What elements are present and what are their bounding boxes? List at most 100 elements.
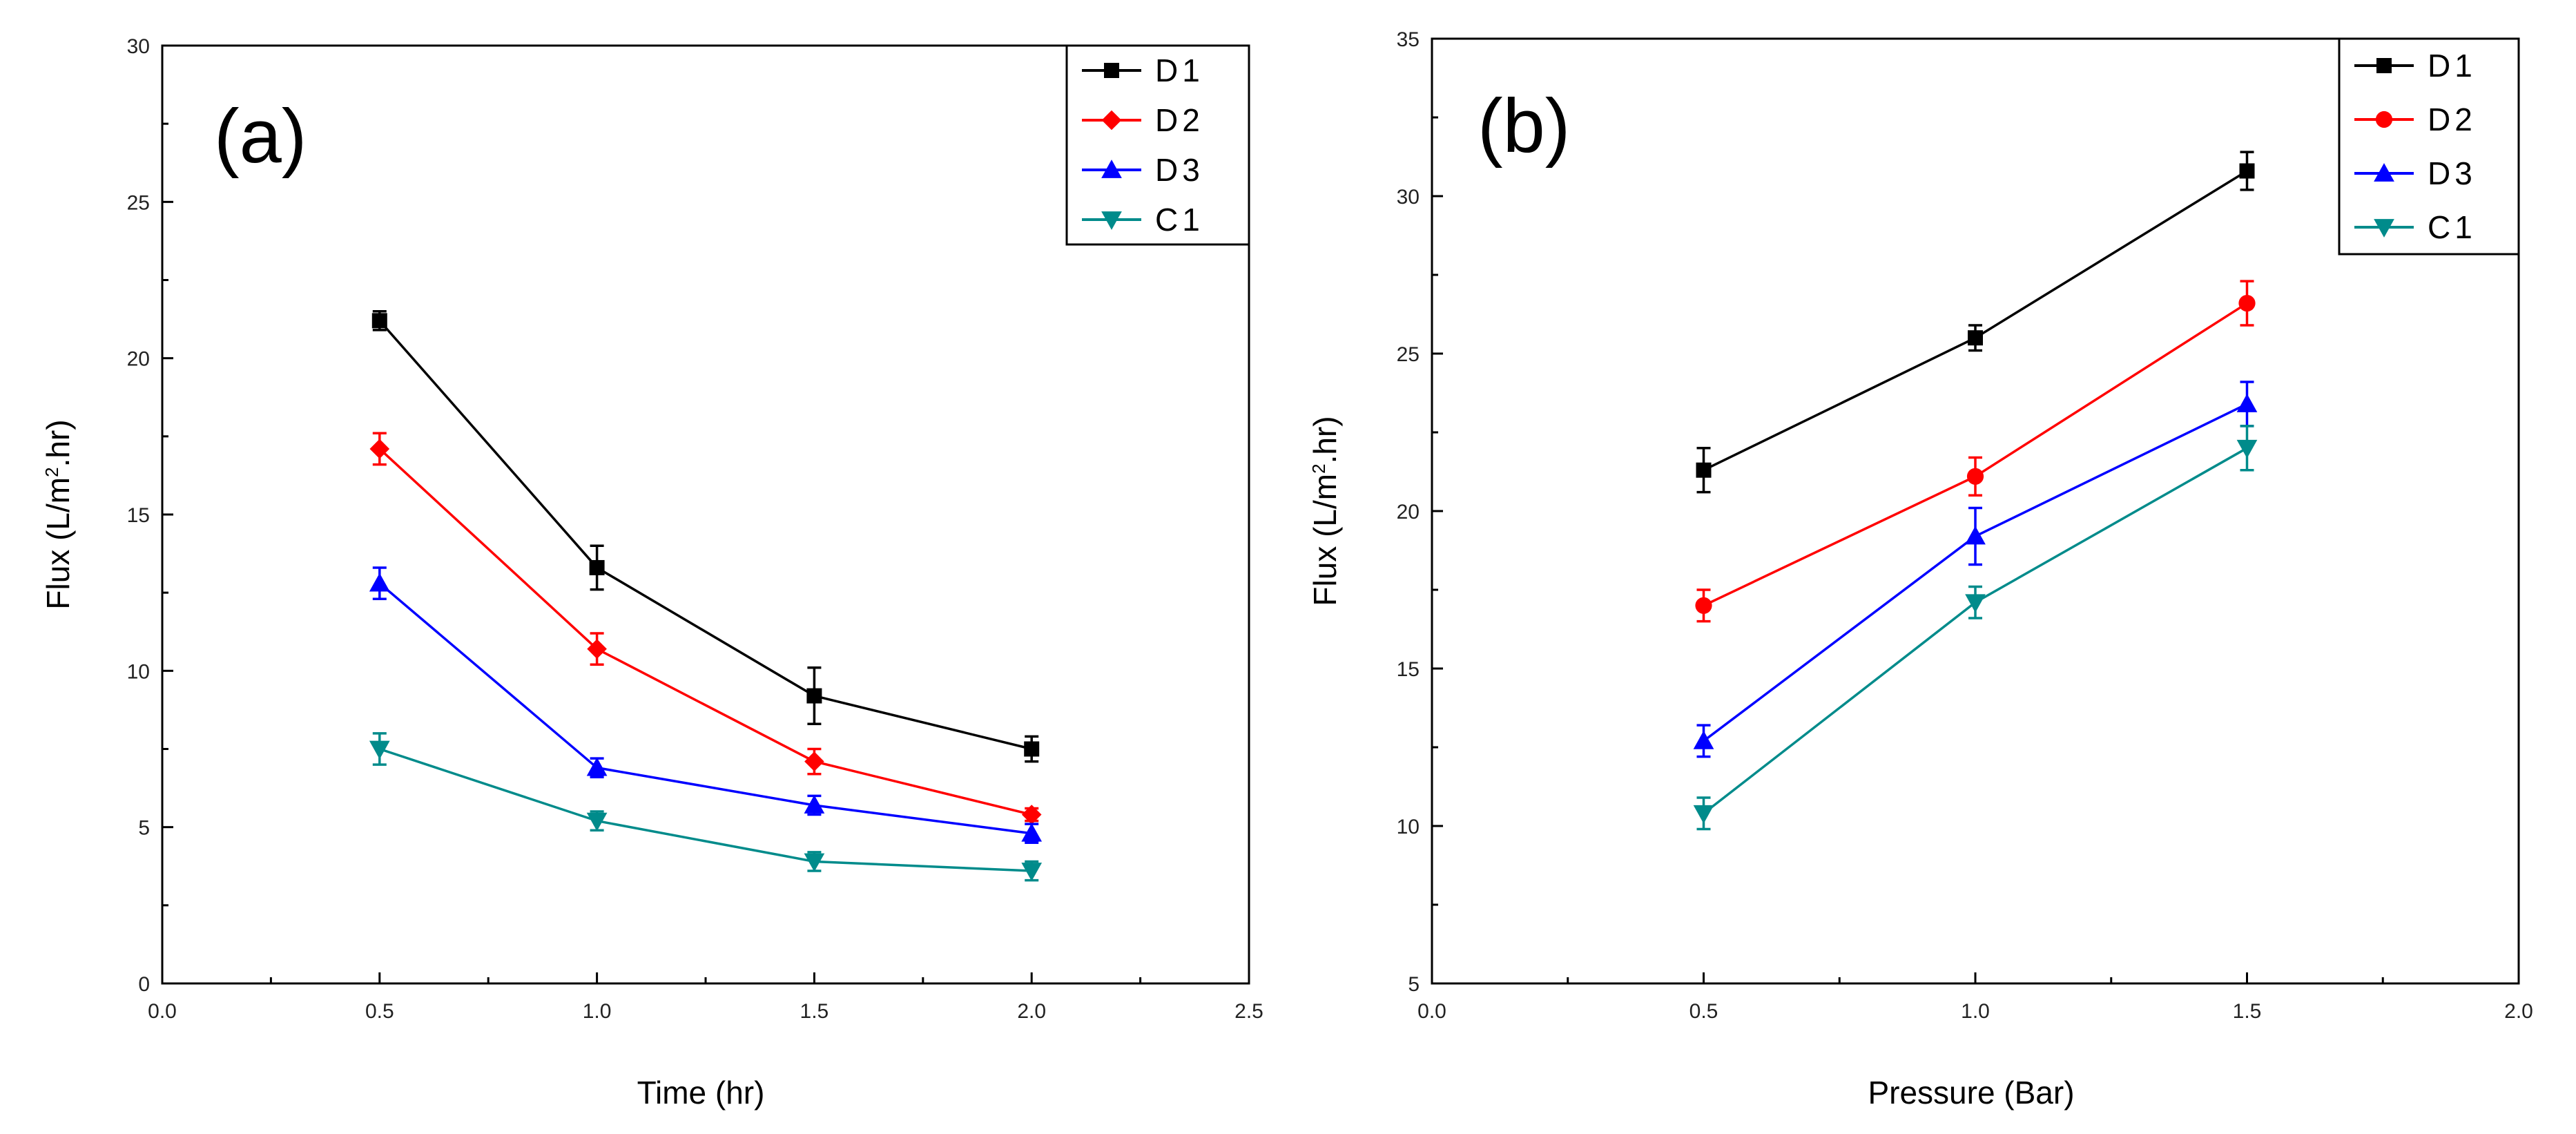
series-d3 (369, 566, 1043, 845)
panel-b-legend: D1 D2 D3 C1 (2338, 37, 2520, 256)
legend-item-c1: C1 (2354, 209, 2477, 245)
legend-box (2338, 37, 2520, 256)
legend-box (1065, 44, 1250, 246)
y-tick-label: 10 (127, 660, 150, 683)
data-point-d2 (1966, 468, 1984, 485)
panel-a-legend: D1 D2 D3 C1 (1065, 44, 1250, 246)
legend-item-d1: D1 (2354, 48, 2477, 84)
panel-b-x-ticks: 0.0 0.5 1.0 1.5 2.0 (1417, 972, 2533, 1023)
x-tick-label: 0.5 (365, 1000, 394, 1023)
y-tick-label: 5 (1408, 973, 1420, 996)
series-line-c1 (379, 747, 1032, 872)
x-tick-label: 2.0 (1017, 1000, 1046, 1023)
y-tick-label: 20 (1397, 501, 1420, 523)
legend-marker (2374, 163, 2394, 182)
panel-b-series (1693, 151, 2258, 831)
data-point-d2 (587, 639, 607, 659)
data-point-c1 (586, 812, 608, 832)
x-tick-label: 2.0 (2504, 1000, 2533, 1023)
y-tick-label: 10 (1397, 816, 1420, 838)
panel-a-y-title-main: Flux (L/m (40, 477, 76, 610)
legend-label: C1 (2428, 209, 2477, 245)
data-point-c1 (2236, 439, 2258, 459)
x-tick-label: 1.0 (1961, 1000, 1990, 1023)
panel-b-y-title-sup: 2 (1308, 463, 1329, 473)
series-d2 (1695, 280, 2256, 623)
panel-b-label: (b) (1478, 84, 1570, 169)
y-tick-label: 35 (1397, 28, 1420, 51)
data-point-c1 (369, 740, 390, 760)
legend-label: D1 (2428, 48, 2477, 84)
legend-label: D1 (1155, 52, 1204, 88)
panel-b-y-axis-title: Flux (L/m2.hr) (1307, 416, 1343, 606)
x-tick-label: 0.5 (1689, 1000, 1718, 1023)
y-tick-label: 15 (127, 504, 150, 527)
panel-a-y-title-end: .hr) (40, 419, 76, 467)
data-point-c1 (804, 853, 825, 872)
legend-marker (1101, 110, 1122, 131)
legend-item-d2: D2 (1082, 102, 1204, 138)
panel-b-y-ticks: 5 10 15 20 25 30 35 (1397, 28, 1443, 996)
legend-marker (2376, 58, 2392, 73)
panel-a-series (369, 310, 1043, 882)
x-tick-label: 2.5 (1234, 1000, 1263, 1023)
data-point-c1 (1965, 594, 1986, 613)
legend-item-d3: D3 (2354, 155, 2477, 191)
legend-item-d3: D3 (1082, 152, 1204, 188)
x-tick-label: 0.0 (148, 1000, 177, 1023)
y-tick-label: 30 (127, 35, 150, 58)
y-tick-label: 5 (138, 817, 150, 840)
data-point-d2 (1021, 805, 1042, 825)
panel-b-y-title-end: .hr) (1307, 416, 1343, 463)
series-line-d2 (378, 448, 1032, 816)
panel-a-chart: 0 5 10 15 20 25 30 0.0 0.5 1.0 1.5 2.0 2.5 (a) Time… (40, 35, 1263, 1111)
x-tick-label: 1.0 (583, 1000, 612, 1023)
data-point-d1 (1024, 741, 1040, 757)
legend-marker (1101, 160, 1122, 178)
data-point-d3 (1965, 526, 1986, 545)
series-line-d3 (1703, 403, 2248, 742)
data-point-c1 (1021, 863, 1043, 881)
legend-label: D2 (1155, 102, 1204, 138)
data-point-d1 (806, 688, 822, 704)
series-d2 (369, 432, 1042, 825)
legend-label: D3 (2428, 155, 2477, 191)
data-point-d2 (369, 439, 390, 459)
data-point-d3 (2236, 394, 2258, 412)
data-point-d1 (1968, 330, 1983, 346)
series-line-c1 (1703, 447, 2248, 815)
panel-a-x-ticks: 0.0 0.5 1.0 1.5 2.0 2.5 (148, 972, 1263, 1023)
y-tick-label: 30 (1397, 186, 1420, 209)
data-point-d2 (2238, 294, 2256, 312)
data-point-d1 (2239, 163, 2255, 179)
y-tick-label: 25 (1397, 343, 1420, 366)
y-tick-label: 25 (127, 191, 150, 214)
legend-marker (1101, 211, 1122, 230)
series-c1 (369, 732, 1043, 882)
legend-label: D3 (1155, 152, 1204, 188)
panel-a-y-ticks: 0 5 10 15 20 25 30 (127, 35, 173, 996)
legend-item-d1: D1 (1082, 52, 1204, 88)
series-d1 (371, 310, 1040, 763)
x-tick-label: 1.5 (800, 1000, 829, 1023)
y-tick-label: 20 (127, 348, 150, 371)
data-point-d2 (1695, 597, 1712, 614)
series-line-d1 (1703, 170, 2248, 472)
data-point-d3 (804, 795, 825, 814)
y-tick-label: 0 (138, 973, 150, 996)
data-point-d1 (589, 559, 605, 575)
legend-marker (2374, 219, 2394, 238)
panel-a-label: (a) (214, 94, 307, 179)
panel-b-x-axis-title: Pressure (Bar) (1868, 1075, 2074, 1111)
legend-item-c1: C1 (1082, 202, 1200, 238)
panel-a-x-axis-title: Time (hr) (637, 1075, 765, 1111)
x-tick-label: 0.0 (1417, 1000, 1446, 1023)
series-line-d3 (378, 582, 1032, 835)
data-point-d1 (1696, 462, 1712, 478)
panel-a-y-axis-title: Flux (L/m2.hr) (40, 419, 76, 609)
data-point-d2 (804, 751, 824, 771)
legend-item-d2: D2 (2354, 102, 2472, 137)
data-point-d3 (369, 573, 390, 592)
panel-a-y-title-sup: 2 (41, 467, 62, 477)
